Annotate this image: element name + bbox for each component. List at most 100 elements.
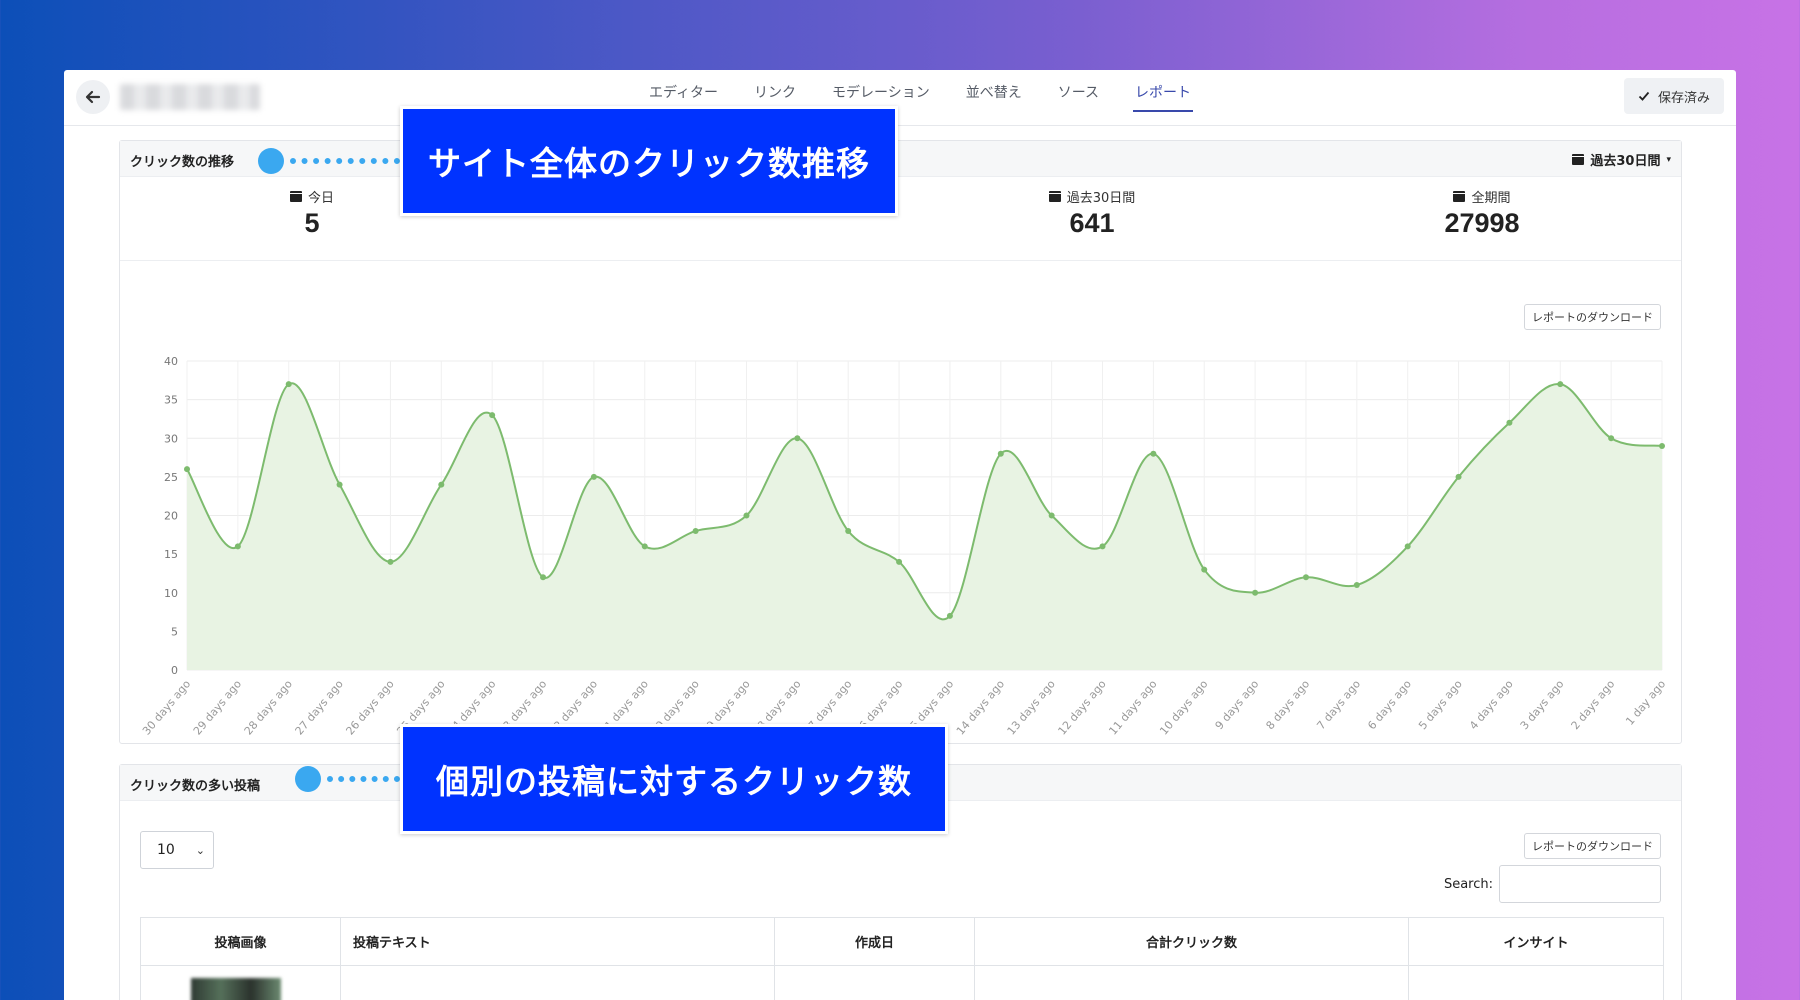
- y-tick-label: 5: [171, 625, 178, 638]
- top-nav: エディター リンク モデレーション 並べ替え ソース レポート 保存済み: [64, 70, 1736, 126]
- data-point: [1659, 442, 1665, 449]
- tab-sort[interactable]: 並べ替え: [965, 85, 1022, 101]
- x-tick-label: 4 days ago: [1467, 677, 1516, 732]
- data-point: [794, 435, 801, 442]
- callout-marker: [295, 766, 321, 792]
- arrow-left-icon: [85, 90, 101, 104]
- area-fill: [187, 383, 1662, 670]
- download-report-button[interactable]: レポートのダウンロード: [1524, 833, 1661, 859]
- date-range-dropdown[interactable]: 過去30日間 ▾: [1572, 150, 1671, 169]
- tab-editor[interactable]: エディター: [648, 85, 718, 101]
- x-tick-label: 27 days ago: [293, 677, 346, 737]
- x-tick-label: 5 days ago: [1416, 677, 1465, 732]
- data-point: [845, 527, 852, 534]
- data-point: [1404, 543, 1411, 550]
- caret-down-icon: ▾: [1666, 154, 1671, 165]
- check-icon: [1638, 91, 1650, 101]
- page-size-select[interactable]: 10 ⌄: [140, 831, 214, 869]
- y-tick-label: 40: [164, 355, 178, 368]
- x-tick-label: 13 days ago: [1005, 677, 1058, 737]
- data-point: [1302, 574, 1309, 581]
- calendar-icon: [1572, 154, 1585, 165]
- stat-value: 27998: [1444, 208, 1520, 238]
- stat-label: 過去30日間: [1066, 191, 1136, 206]
- tab-moderation[interactable]: モデレーション: [831, 85, 930, 101]
- y-tick-label: 35: [164, 394, 178, 407]
- table-header: 投稿画像 投稿テキスト 作成日 合計クリック数 インサイト: [141, 918, 1663, 966]
- tab-report[interactable]: レポート: [1133, 82, 1194, 112]
- tab-bar: エディター リンク モデレーション 並べ替え ソース レポート: [64, 82, 1736, 112]
- post-text-cell: [341, 966, 775, 1000]
- y-tick-label: 20: [164, 510, 178, 523]
- data-point: [1557, 381, 1564, 388]
- data-point: [1506, 419, 1513, 426]
- data-point: [743, 512, 750, 519]
- insight-cell: [1409, 966, 1663, 1000]
- calendar-icon: [289, 191, 302, 202]
- data-point: [1608, 435, 1615, 442]
- saved-label: 保存済み: [1657, 90, 1710, 106]
- page-size-value: 10: [157, 842, 175, 858]
- x-tick-label: 14 days ago: [954, 677, 1007, 737]
- back-button[interactable]: [76, 80, 110, 114]
- stat-label: 今日: [307, 191, 334, 206]
- y-tick-label: 10: [164, 587, 178, 600]
- table-row[interactable]: [141, 966, 1663, 1000]
- stat-today: 今日 5: [212, 187, 412, 239]
- data-point: [1099, 543, 1106, 550]
- data-point: [896, 558, 903, 565]
- data-point: [692, 527, 699, 534]
- stat-label: 全期間: [1471, 191, 1511, 206]
- callout-posts: 個別の投稿に対するクリック数: [400, 724, 948, 834]
- data-point: [285, 381, 292, 388]
- data-point: [336, 481, 343, 488]
- post-thumbnail: [191, 978, 281, 1000]
- data-point: [489, 412, 496, 419]
- column-header[interactable]: 合計クリック数: [975, 918, 1409, 965]
- x-tick-label: 6 days ago: [1365, 677, 1414, 732]
- data-point: [1201, 566, 1208, 573]
- date-range-label: 過去30日間: [1590, 154, 1661, 169]
- data-point: [946, 612, 953, 619]
- chevron-down-icon: ⌄: [195, 844, 205, 857]
- x-tick-label: 12 days ago: [1056, 677, 1109, 737]
- x-tick-label: 7 days ago: [1314, 677, 1363, 732]
- column-header[interactable]: 投稿画像: [141, 918, 341, 965]
- data-point: [184, 466, 190, 473]
- callout-connector: [290, 158, 400, 164]
- total-clicks-cell: [975, 966, 1409, 1000]
- y-tick-label: 30: [164, 432, 178, 445]
- tab-source[interactable]: ソース: [1057, 85, 1100, 101]
- callout-trend: サイト全体のクリック数推移: [400, 106, 898, 216]
- x-tick-label: 29 days ago: [191, 677, 244, 737]
- x-tick-label: 8 days ago: [1263, 677, 1312, 732]
- column-header[interactable]: インサイト: [1503, 936, 1569, 951]
- x-tick-label: 2 days ago: [1569, 677, 1618, 732]
- tab-links[interactable]: リンク: [753, 85, 796, 101]
- data-point: [438, 481, 445, 488]
- saved-button[interactable]: 保存済み: [1623, 78, 1724, 114]
- posts-panel-title: クリック数の多い投稿: [130, 779, 261, 794]
- stat-all-time: 全期間 27998: [1382, 187, 1582, 239]
- column-header[interactable]: 作成日: [775, 918, 975, 965]
- created-date-cell: [775, 966, 975, 1000]
- x-tick-label: 28 days ago: [242, 677, 295, 737]
- data-point: [997, 450, 1004, 457]
- x-tick-label: 9 days ago: [1213, 677, 1262, 732]
- app-window: エディター リンク モデレーション 並べ替え ソース レポート 保存済み クリッ…: [64, 70, 1736, 1000]
- clicks-panel: クリック数の推移 過去30日間 ▾ 今日 5 180 過去30日間 641 全期…: [119, 140, 1682, 744]
- calendar-icon: [1453, 191, 1466, 202]
- data-point: [540, 574, 547, 581]
- y-tick-label: 25: [164, 471, 178, 484]
- stat-value: 641: [1069, 208, 1115, 238]
- download-report-button[interactable]: レポートのダウンロード: [1524, 304, 1661, 330]
- data-point: [1150, 450, 1157, 457]
- data-point: [641, 543, 648, 550]
- data-point: [234, 543, 241, 550]
- column-header[interactable]: 投稿テキスト: [341, 918, 775, 965]
- data-point: [1252, 589, 1259, 596]
- posts-table: 投稿画像 投稿テキスト 作成日 合計クリック数 インサイト: [140, 917, 1664, 1000]
- post-image-cell: [141, 966, 341, 1000]
- search-input[interactable]: [1499, 865, 1661, 903]
